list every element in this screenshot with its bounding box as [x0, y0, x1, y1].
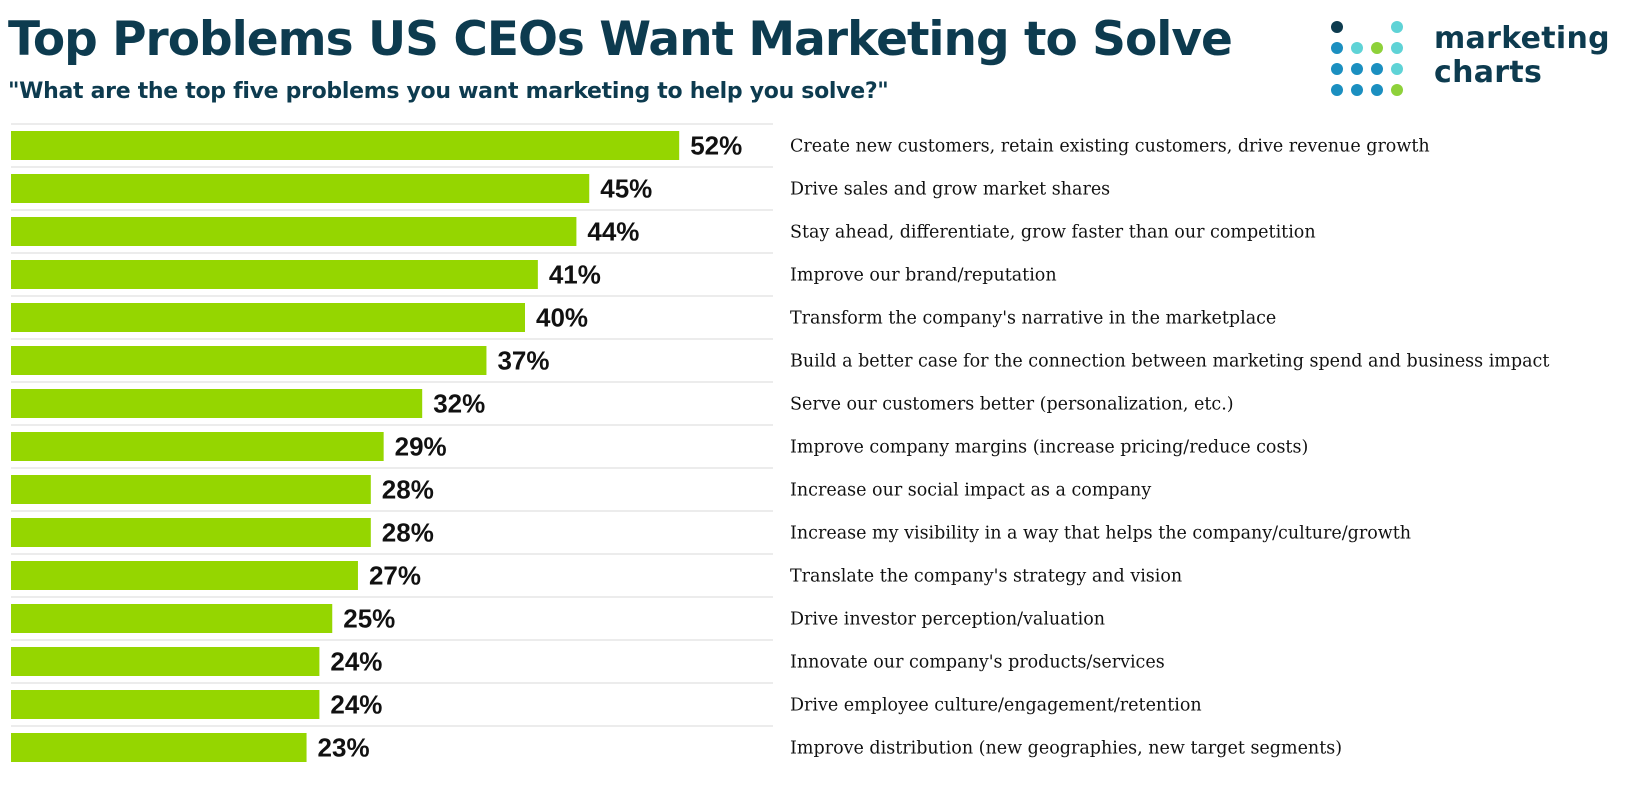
- value-label: 44%: [587, 217, 639, 247]
- value-label: 24%: [330, 690, 382, 720]
- bar: [11, 432, 384, 461]
- category-label: Drive sales and grow market shares: [790, 180, 1110, 200]
- logo-dot: [1351, 84, 1363, 96]
- value-label: 37%: [497, 346, 549, 376]
- logo-dot: [1331, 42, 1343, 54]
- value-label: 29%: [395, 432, 447, 462]
- value-label: 40%: [536, 303, 588, 333]
- category-label: Translate the company's strategy and vis…: [790, 567, 1182, 587]
- logo-line-1: marketing: [1434, 21, 1610, 56]
- logo-dot: [1371, 42, 1383, 54]
- value-label: 27%: [369, 561, 421, 591]
- bar: [11, 647, 320, 676]
- value-label: 24%: [330, 647, 382, 677]
- logo-dots-icon: [1331, 21, 1403, 96]
- value-label: 52%: [690, 131, 742, 161]
- category-label: Improve our brand/reputation: [790, 266, 1057, 286]
- category-label: Serve our customers better (personalizat…: [790, 395, 1234, 415]
- bar: [11, 604, 333, 633]
- logo-dot: [1391, 84, 1403, 96]
- value-label: 28%: [382, 518, 434, 548]
- bar: [11, 475, 371, 504]
- bar: [11, 260, 538, 289]
- logo-line-2: charts: [1434, 55, 1543, 90]
- category-label: Improve company margins (increase pricin…: [790, 438, 1308, 458]
- logo-dot: [1331, 63, 1343, 75]
- chart-subtitle: "What are the top five problems you want…: [8, 79, 889, 104]
- value-label: 45%: [600, 174, 652, 204]
- logo-dot: [1351, 42, 1363, 54]
- bar: [11, 389, 423, 418]
- category-label: Stay ahead, differentiate, grow faster t…: [790, 223, 1316, 243]
- value-label: 32%: [433, 389, 485, 419]
- marketing-charts-logo: marketing charts: [1330, 20, 1620, 100]
- chart-title: Top Problems US CEOs Want Marketing to S…: [8, 12, 1233, 67]
- bar: [11, 518, 371, 547]
- bar: [11, 131, 680, 160]
- logo-dot: [1391, 21, 1403, 33]
- category-label: Innovate our company's products/services: [790, 653, 1165, 673]
- category-label: Create new customers, retain existing cu…: [790, 137, 1430, 157]
- logo-dot: [1331, 84, 1343, 96]
- logo-dot: [1391, 42, 1403, 54]
- category-label: Increase my visibility in a way that hel…: [790, 524, 1411, 544]
- category-label: Build a better case for the connection b…: [790, 352, 1549, 372]
- category-label: Transform the company's narrative in the…: [790, 309, 1276, 329]
- bar: [11, 217, 577, 246]
- category-label: Improve distribution (new geographies, n…: [790, 739, 1342, 759]
- logo-dot: [1391, 63, 1403, 75]
- category-label: Drive investor perception/valuation: [790, 610, 1105, 630]
- bar: [11, 690, 320, 719]
- bar: [11, 174, 590, 203]
- value-label: 28%: [382, 475, 434, 505]
- category-label: Drive employee culture/engagement/retent…: [790, 696, 1202, 716]
- logo-dot: [1371, 63, 1383, 75]
- value-label: 23%: [318, 733, 370, 763]
- logo-dot: [1331, 21, 1343, 33]
- bar: [11, 303, 525, 332]
- bar: [11, 346, 487, 375]
- value-label: 41%: [549, 260, 601, 290]
- category-label: Increase our social impact as a company: [790, 481, 1151, 501]
- logo-dot: [1371, 84, 1383, 96]
- logo-dot: [1351, 63, 1363, 75]
- bar: [11, 561, 358, 590]
- value-label: 25%: [343, 604, 395, 634]
- bar: [11, 733, 307, 762]
